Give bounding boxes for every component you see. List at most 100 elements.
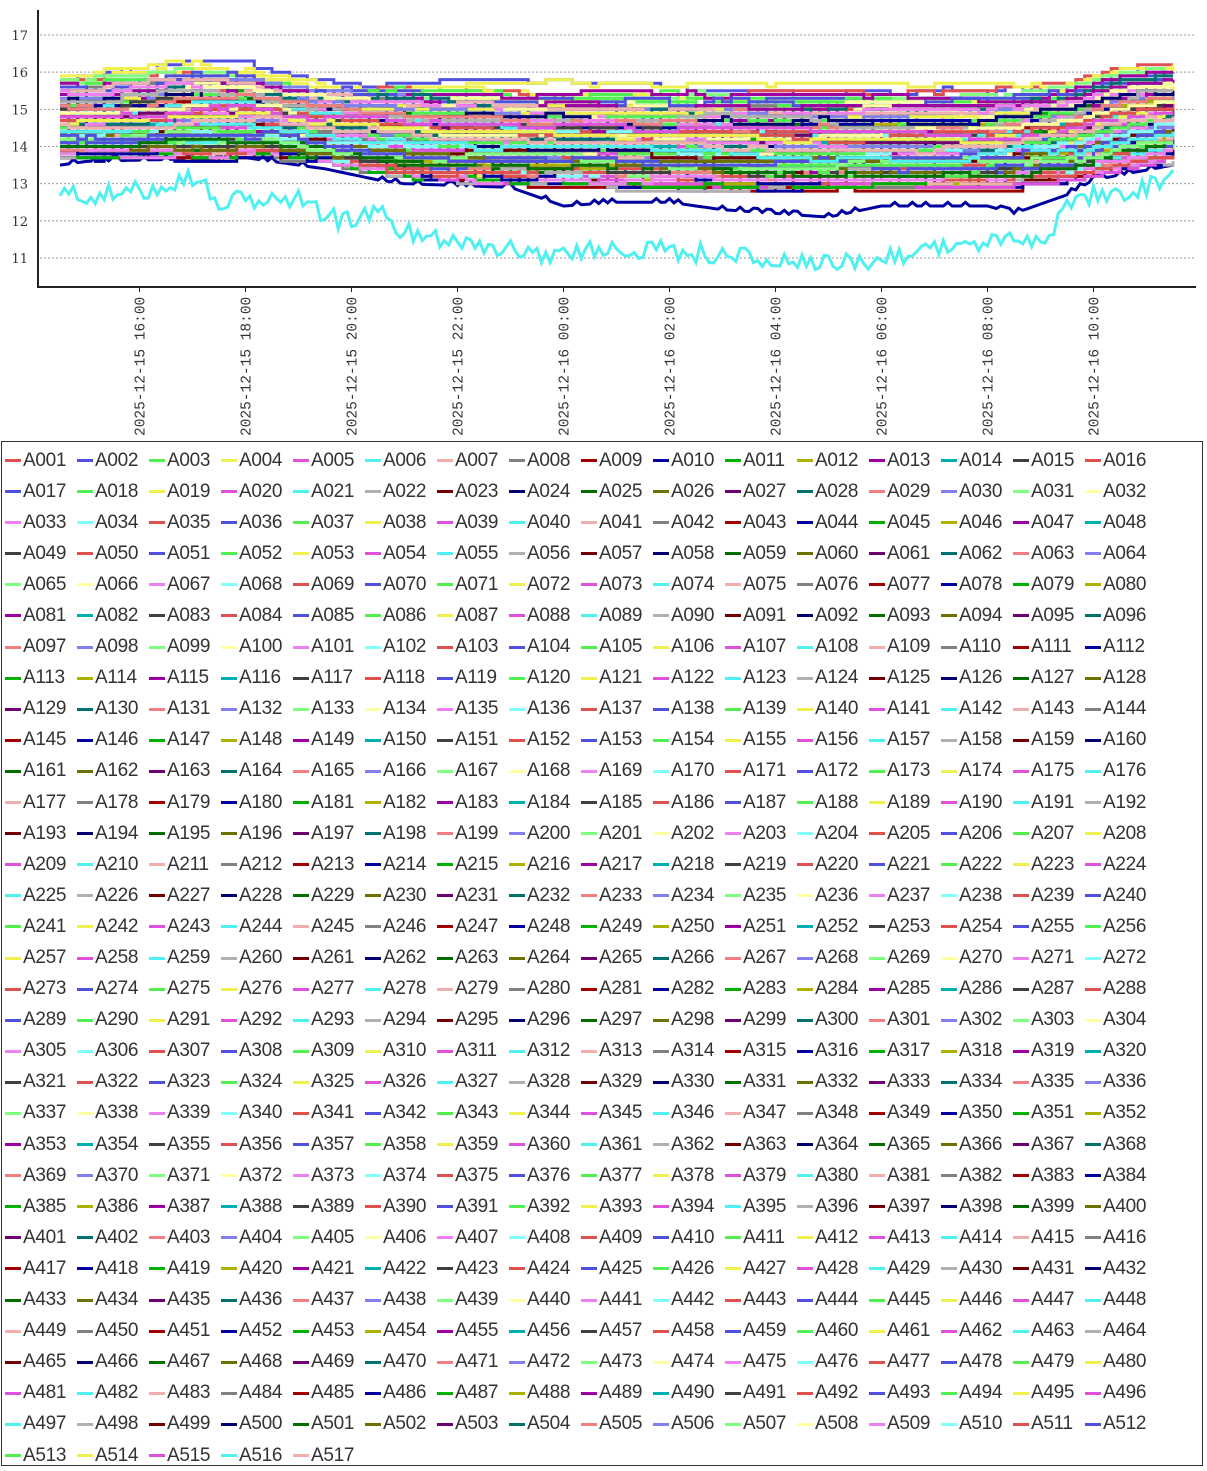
legend-item[interactable]: A085 [293,600,365,631]
legend-item[interactable]: A017 [5,476,77,507]
legend-item[interactable]: A205 [869,818,941,849]
legend-item[interactable]: A420 [221,1253,293,1284]
legend-item[interactable]: A442 [653,1285,725,1316]
legend-item[interactable]: A149 [293,725,365,756]
legend-item[interactable]: A135 [437,694,509,725]
legend-item[interactable]: A026 [653,476,725,507]
legend-item[interactable]: A215 [437,849,509,880]
legend-item[interactable]: A339 [149,1098,221,1129]
legend-item[interactable]: A392 [509,1191,581,1222]
legend-item[interactable]: A127 [1013,663,1085,694]
legend-item[interactable]: A479 [1013,1347,1085,1378]
legend-item[interactable]: A487 [437,1378,509,1409]
legend-item[interactable]: A517 [293,1440,365,1471]
legend-item[interactable]: A183 [437,787,509,818]
legend-item[interactable]: A032 [1085,476,1157,507]
legend-item[interactable]: A505 [581,1409,653,1440]
legend-item[interactable]: A462 [941,1316,1013,1347]
legend-item[interactable]: A066 [77,569,149,600]
legend-item[interactable]: A016 [1085,445,1157,476]
legend-item[interactable]: A148 [221,725,293,756]
legend-item[interactable]: A165 [293,756,365,787]
legend-item[interactable]: A439 [437,1285,509,1316]
legend-item[interactable]: A069 [293,569,365,600]
legend-item[interactable]: A433 [5,1285,77,1316]
legend-item[interactable]: A072 [509,569,581,600]
legend-item[interactable]: A095 [1013,600,1085,631]
legend-item[interactable]: A115 [149,663,221,694]
legend-item[interactable]: A059 [725,538,797,569]
legend-item[interactable]: A476 [797,1347,869,1378]
legend-item[interactable]: A222 [941,849,1013,880]
legend-item[interactable]: A184 [509,787,581,818]
legend-item[interactable]: A431 [1013,1253,1085,1284]
legend-item[interactable]: A157 [869,725,941,756]
legend-item[interactable]: A427 [725,1253,797,1284]
legend-item[interactable]: A185 [581,787,653,818]
legend-item[interactable]: A174 [941,756,1013,787]
legend-item[interactable]: A130 [77,694,149,725]
legend-item[interactable]: A101 [293,632,365,663]
legend-item[interactable]: A188 [797,787,869,818]
legend-item[interactable]: A228 [221,880,293,911]
legend-item[interactable]: A008 [509,445,581,476]
legend-item[interactable]: A112 [1085,632,1157,663]
legend-item[interactable]: A216 [509,849,581,880]
legend-item[interactable]: A274 [77,974,149,1005]
legend-item[interactable]: A218 [653,849,725,880]
legend-item[interactable]: A057 [581,538,653,569]
legend-item[interactable]: A191 [1013,787,1085,818]
legend-item[interactable]: A482 [77,1378,149,1409]
legend-item[interactable]: A345 [581,1098,653,1129]
legend-item[interactable]: A139 [725,694,797,725]
legend-item[interactable]: A352 [1085,1098,1157,1129]
legend-item[interactable]: A390 [365,1191,437,1222]
legend-item[interactable]: A441 [581,1285,653,1316]
legend-item[interactable]: A305 [5,1036,77,1067]
legend-item[interactable]: A123 [725,663,797,694]
legend-item[interactable]: A396 [797,1191,869,1222]
legend-item[interactable]: A348 [797,1098,869,1129]
legend-item[interactable]: A090 [653,600,725,631]
legend-item[interactable]: A473 [581,1347,653,1378]
legend-item[interactable]: A412 [797,1222,869,1253]
legend-item[interactable]: A485 [293,1378,365,1409]
legend-item[interactable]: A042 [653,507,725,538]
legend-item[interactable]: A332 [797,1067,869,1098]
legend-item[interactable]: A423 [437,1253,509,1284]
legend-item[interactable]: A491 [725,1378,797,1409]
legend-item[interactable]: A180 [221,787,293,818]
legend-item[interactable]: A318 [941,1036,1013,1067]
legend-item[interactable]: A192 [1085,787,1157,818]
legend-item[interactable]: A284 [797,974,869,1005]
legend-item[interactable]: A142 [941,694,1013,725]
legend-item[interactable]: A033 [5,507,77,538]
legend-item[interactable]: A282 [653,974,725,1005]
legend-item[interactable]: A403 [149,1222,221,1253]
legend-item[interactable]: A181 [293,787,365,818]
legend-item[interactable]: A405 [293,1222,365,1253]
legend-item[interactable]: A428 [797,1253,869,1284]
legend-item[interactable]: A189 [869,787,941,818]
legend-item[interactable]: A131 [149,694,221,725]
legend-item[interactable]: A208 [1085,818,1157,849]
legend-item[interactable]: A058 [653,538,725,569]
legend-item[interactable]: A303 [1013,1005,1085,1036]
legend-item[interactable]: A244 [221,911,293,942]
legend-item[interactable]: A158 [941,725,1013,756]
legend-item[interactable]: A156 [797,725,869,756]
legend-item[interactable]: A170 [653,756,725,787]
legend-item[interactable]: A401 [5,1222,77,1253]
legend-item[interactable]: A252 [797,911,869,942]
legend-item[interactable]: A078 [941,569,1013,600]
legend-item[interactable]: A133 [293,694,365,725]
legend-item[interactable]: A166 [365,756,437,787]
legend-item[interactable]: A326 [365,1067,437,1098]
legend-item[interactable]: A375 [437,1160,509,1191]
legend-item[interactable]: A081 [5,600,77,631]
legend-item[interactable]: A438 [365,1285,437,1316]
legend-item[interactable]: A253 [869,911,941,942]
legend-item[interactable]: A146 [77,725,149,756]
legend-item[interactable]: A374 [365,1160,437,1191]
legend-item[interactable]: A229 [293,880,365,911]
